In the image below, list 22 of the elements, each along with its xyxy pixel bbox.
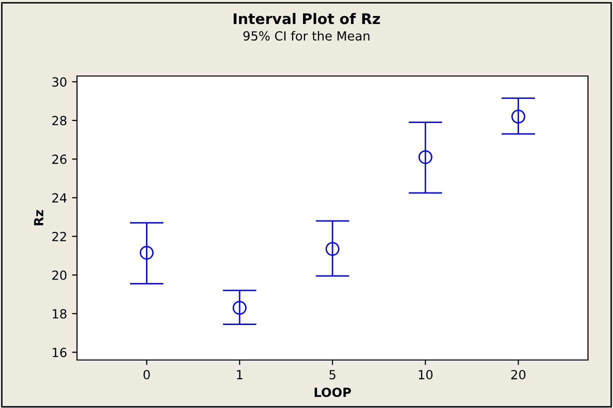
point — [140, 246, 154, 260]
y-tick-label: 26 — [52, 154, 66, 164]
y-axis-title: Rz — [34, 210, 44, 226]
point — [232, 300, 247, 315]
chart-subtitle: 95% CI for the Mean — [243, 30, 370, 41]
chart-title: Interval Plot of Rz — [234, 12, 380, 24]
x-axis-title: LOOP — [314, 388, 351, 398]
x-tick-label: 10 — [418, 370, 433, 380]
y-tick-label: 28 — [52, 116, 66, 126]
y-tick-label: 18 — [52, 309, 66, 319]
point — [326, 242, 340, 256]
y-tick-label: 24 — [52, 193, 67, 202]
x-tick-label: 0 — [144, 370, 150, 380]
point — [511, 110, 526, 124]
x-tick-label: 20 — [511, 370, 526, 380]
x-tick-label: 5 — [329, 370, 336, 380]
point — [418, 150, 432, 164]
x-tick-label: 1 — [236, 370, 242, 380]
y-tick-label: 22 — [52, 232, 66, 242]
y-tick-label: 30 — [52, 77, 66, 87]
y-tick-label: 16 — [52, 348, 66, 358]
y-tick-label: 20 — [52, 270, 66, 280]
